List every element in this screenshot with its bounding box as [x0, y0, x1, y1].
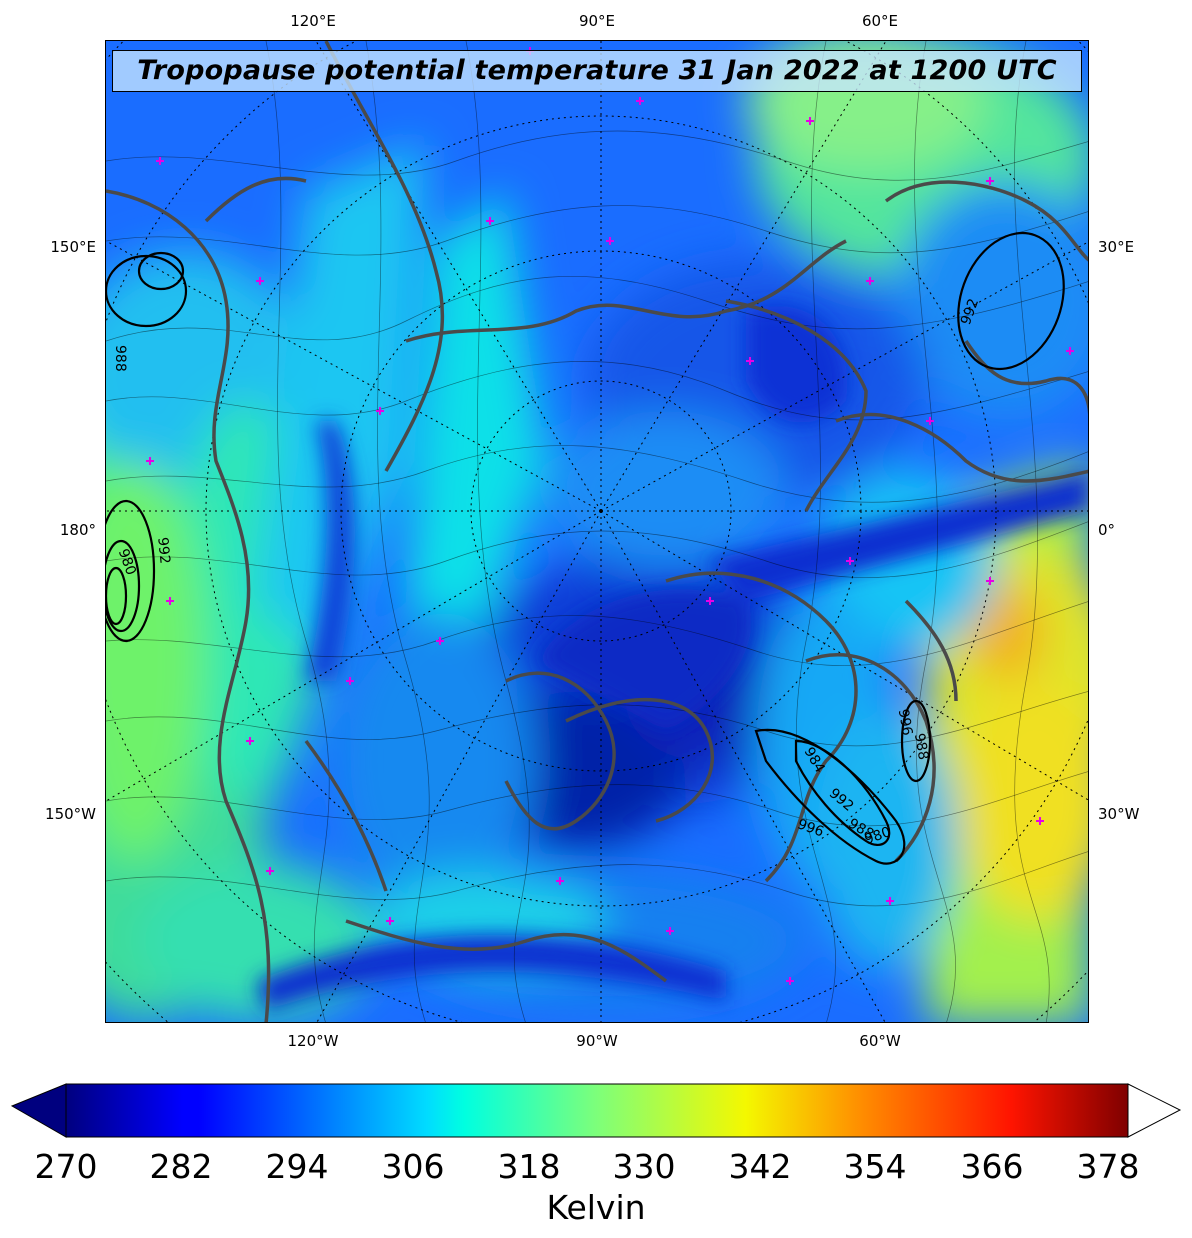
colorbar-gradient — [65, 1083, 1129, 1138]
top-axis-label: 120°E — [290, 12, 336, 30]
mslp-contours — [106, 231, 1065, 865]
colorbar-tick: 294 — [265, 1147, 329, 1186]
colorbar — [10, 1083, 1182, 1138]
contour-label: 996 — [895, 708, 915, 737]
colorbar-tick: 306 — [381, 1147, 445, 1186]
colorbar-tick: 318 — [497, 1147, 561, 1186]
contour-label: 988 — [911, 732, 931, 761]
right-axis-label: 30°E — [1098, 238, 1135, 256]
tropopause-folds — [256, 305, 1088, 1011]
colorbar-tick: 378 — [1076, 1147, 1140, 1186]
colorbar-tick: 282 — [149, 1147, 213, 1186]
left-axis-label: 150°E — [50, 238, 96, 256]
bottom-axis-label: 90°W — [576, 1032, 618, 1050]
contour-label: 992 — [154, 537, 172, 565]
contour-labels: 992 988 980 992 984 996 992 988 980 996 … — [112, 296, 982, 848]
map-title-box: Tropopause potential temperature 31 Jan … — [112, 50, 1082, 92]
colorbar-tick: 330 — [612, 1147, 676, 1186]
coastlines — [106, 41, 1088, 1022]
isentrope-contours — [106, 41, 1088, 1022]
right-axis-label: 0° — [1098, 521, 1116, 539]
top-axis-label: 60°E — [861, 12, 899, 30]
colorbar-tick: 354 — [843, 1147, 907, 1186]
left-axis-label: 150°W — [45, 805, 96, 823]
colorbar-tick: 270 — [34, 1147, 98, 1186]
colorbar-label: Kelvin — [546, 1188, 646, 1227]
meridians — [106, 41, 1088, 1022]
bottom-axis-label: 120°W — [287, 1032, 339, 1050]
colorbar-tick: 366 — [960, 1147, 1024, 1186]
colorbar-under-extension — [10, 1083, 67, 1138]
left-axis-label: 180° — [59, 521, 96, 539]
station-markers — [146, 47, 1074, 985]
top-axis-label: 90°E — [578, 12, 616, 30]
tropopause-theta-map: 992 988 980 992 984 996 992 988 980 996 … — [106, 41, 1088, 1022]
map-title: Tropopause potential temperature 31 Jan … — [137, 55, 1057, 86]
bottom-axis-label: 60°W — [859, 1032, 901, 1050]
colorbar-tick: 342 — [728, 1147, 792, 1186]
map-panel: 992 988 980 992 984 996 992 988 980 996 … — [105, 40, 1089, 1023]
contour-label: 988 — [112, 345, 128, 372]
colorbar-over-extension — [1127, 1083, 1182, 1138]
right-axis-label: 30°W — [1098, 805, 1140, 823]
